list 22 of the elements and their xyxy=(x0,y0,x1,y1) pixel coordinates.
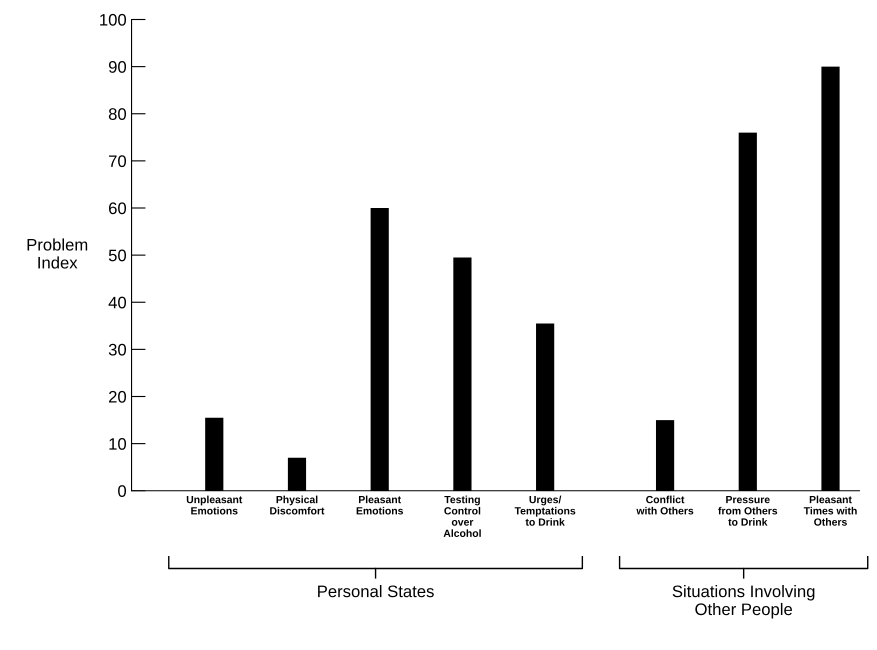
y-tick-label: 50 xyxy=(108,250,126,262)
x-tick-label: Physical Discomfort xyxy=(270,496,324,514)
y-tick-label: 80 xyxy=(108,108,126,120)
y-tick-label: 30 xyxy=(108,344,126,356)
y-tick-label: 10 xyxy=(109,438,126,450)
y-tick-label: 20 xyxy=(108,390,126,403)
x-tick-label: Pleasant Times with Others xyxy=(804,496,857,526)
y-tick-label: 100 xyxy=(100,14,126,26)
x-tick-label: Testing Control over Alcohol xyxy=(444,496,481,537)
y-tick-label: 40 xyxy=(108,296,126,308)
y-tick-label: 90 xyxy=(108,61,126,73)
x-tick-label: Conflict with Others xyxy=(636,496,694,514)
y-tick-label: 60 xyxy=(109,202,126,214)
x-tick-label: Pressure from Others to Drink xyxy=(718,496,778,526)
text: Personal States xyxy=(318,585,434,598)
x-tick-label: Pleasant Emotions xyxy=(356,496,404,514)
text: Situations Involving Other People xyxy=(672,585,814,618)
x-tick-label: Urges/ Temptations to Drink xyxy=(514,496,576,526)
y-tick-label: 70 xyxy=(109,155,126,168)
x-tick-label: Unpleasant Emotions xyxy=(186,496,242,514)
y-tick-label: 0 xyxy=(118,485,126,497)
y-axis-title: Problem Index xyxy=(28,238,88,269)
